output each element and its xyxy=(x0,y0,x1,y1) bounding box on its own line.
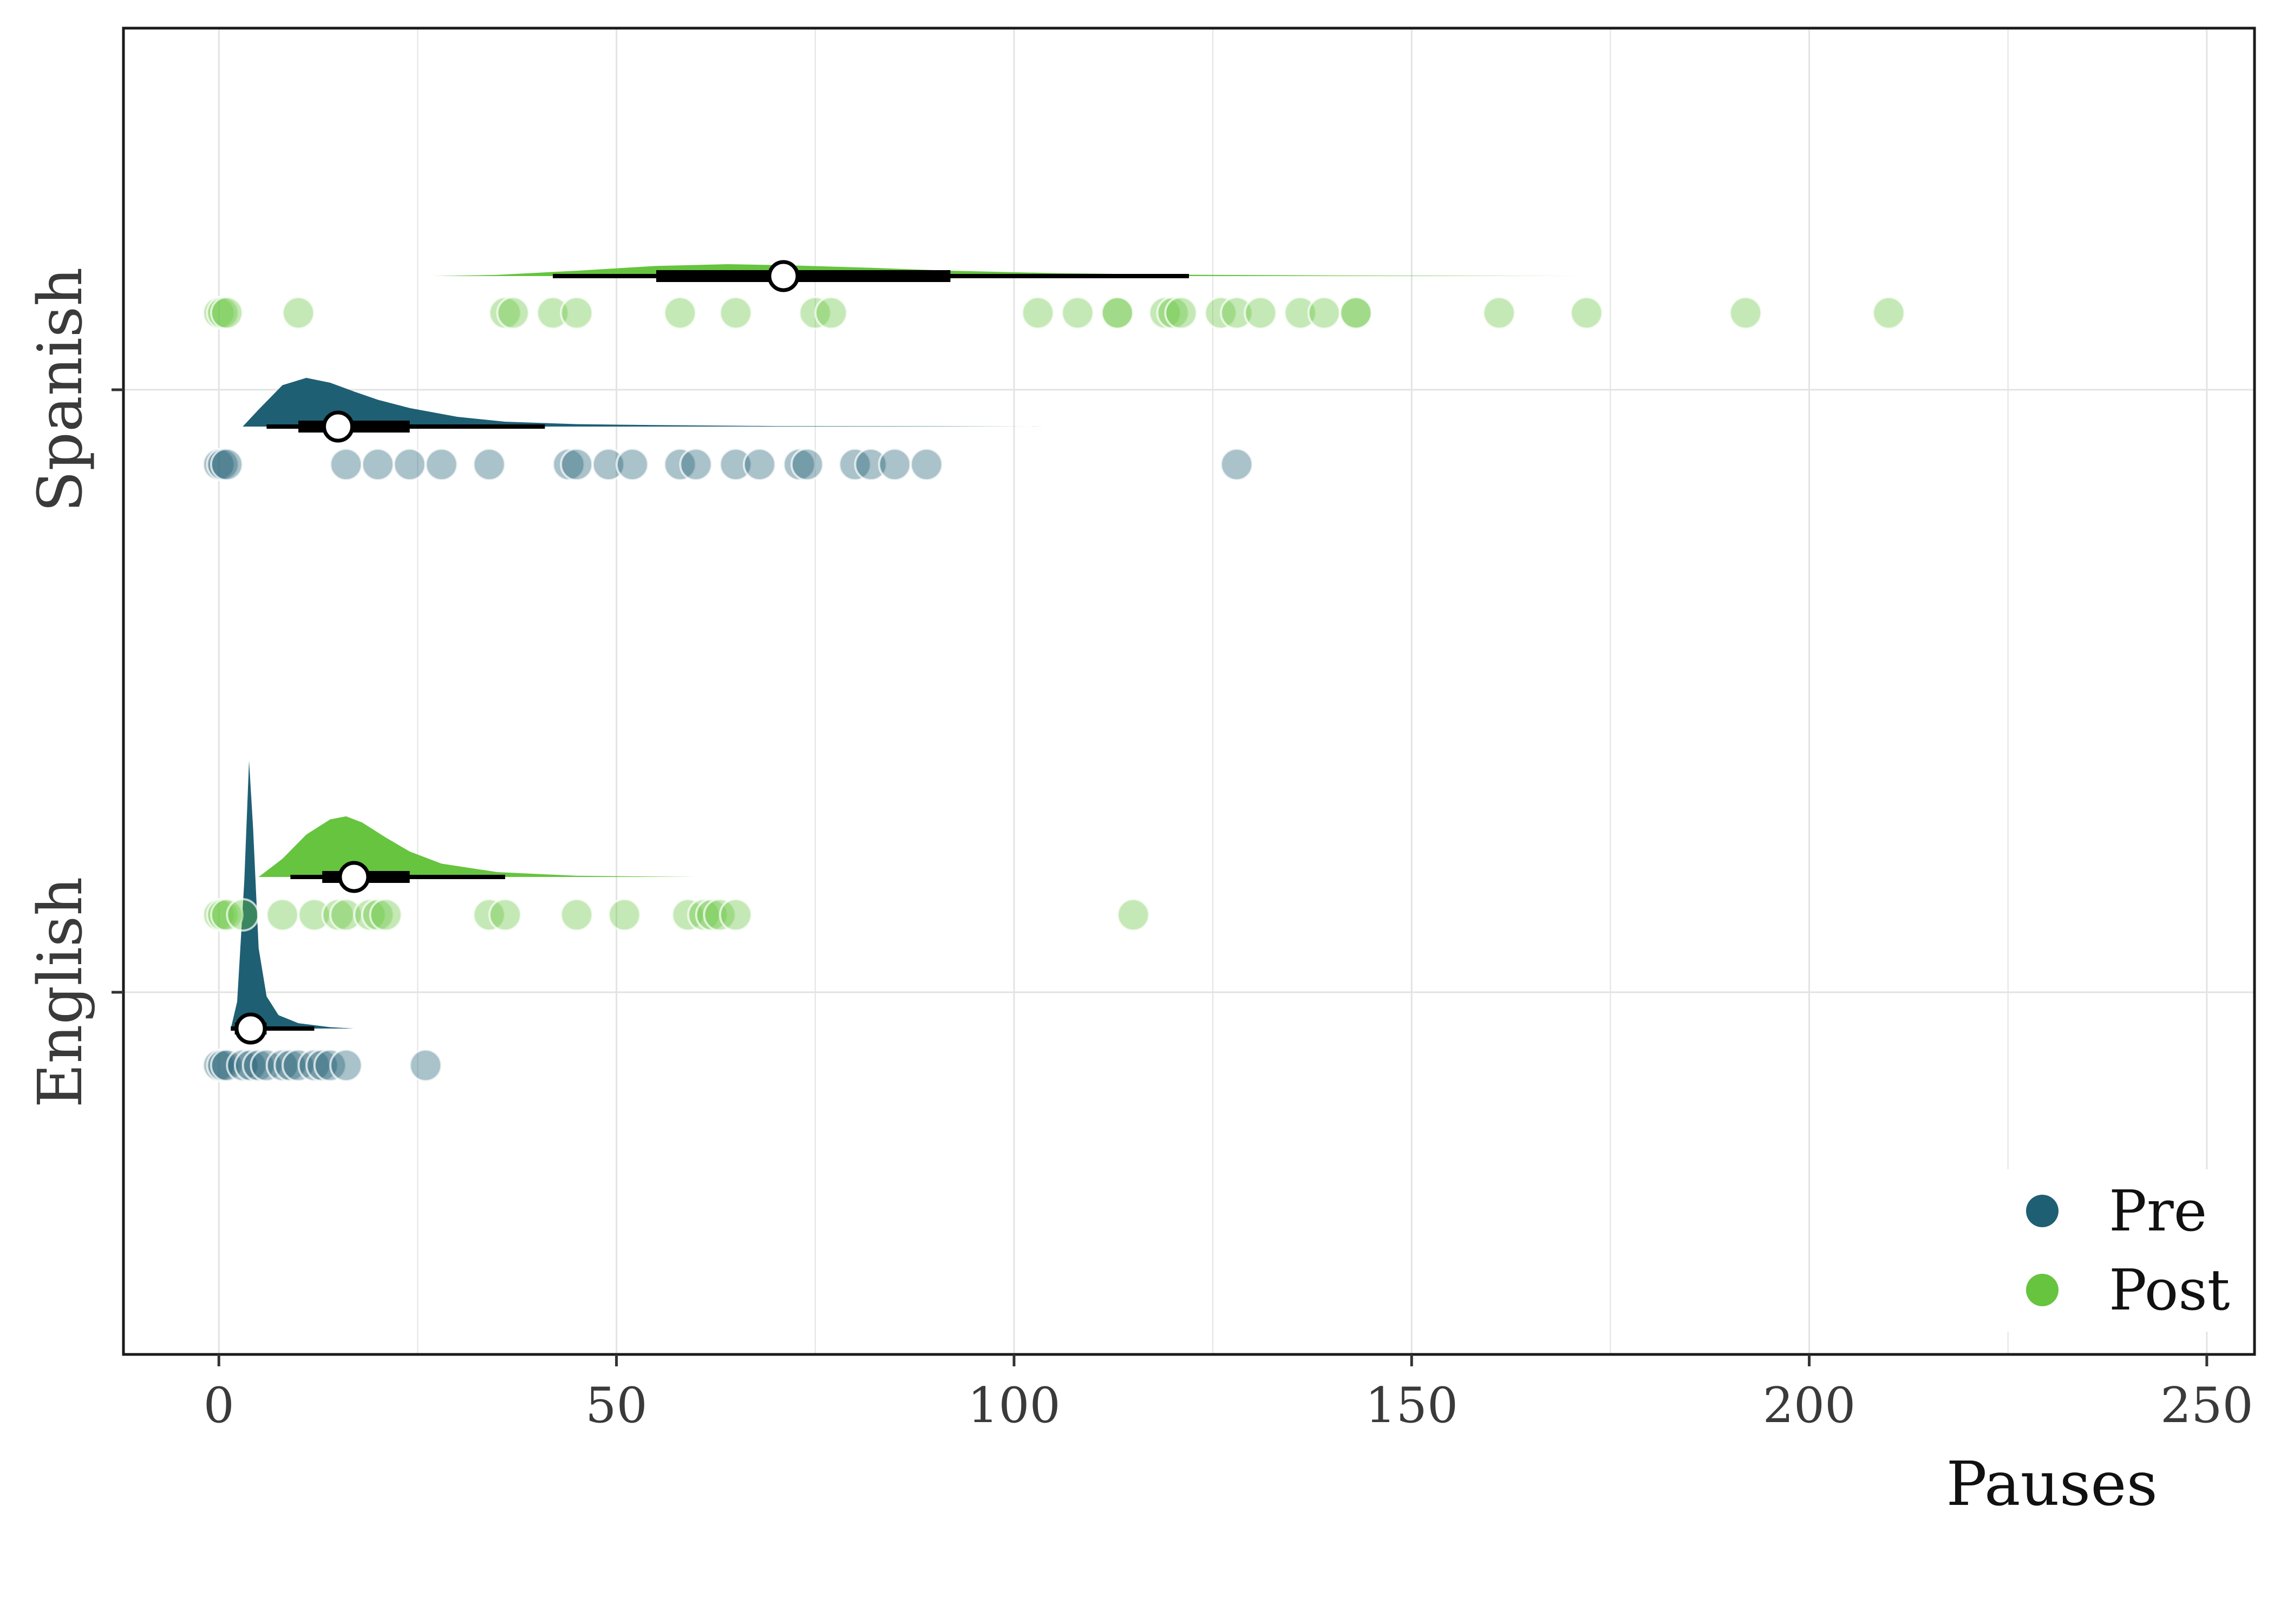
data-point xyxy=(369,898,403,932)
data-point xyxy=(878,448,912,481)
data-point xyxy=(282,296,316,330)
data-point xyxy=(552,448,586,481)
legend-label-post: Post xyxy=(2109,1257,2230,1323)
data-point xyxy=(329,1049,363,1082)
data-point xyxy=(226,898,260,932)
density-cloud-english-pre xyxy=(231,761,354,1029)
data-point xyxy=(1570,296,1604,330)
data-point xyxy=(591,448,625,481)
data-point xyxy=(496,296,530,330)
data-point xyxy=(1156,296,1190,330)
interval-bars xyxy=(231,260,1189,1045)
x-tick-label: 200 xyxy=(1763,1377,1856,1434)
legend: Pre Post xyxy=(1998,1169,2247,1332)
data-point xyxy=(210,448,244,481)
data-point xyxy=(1283,296,1317,330)
x-tick-label: 250 xyxy=(2160,1377,2253,1434)
data-point xyxy=(910,448,944,481)
density-cloud-english-post xyxy=(258,816,696,877)
data-point xyxy=(1244,296,1278,330)
data-point xyxy=(1116,898,1151,932)
data-point xyxy=(1339,296,1373,330)
data-point xyxy=(1100,296,1134,330)
x-tick-label: 0 xyxy=(204,1377,234,1434)
data-point xyxy=(361,898,395,932)
data-point xyxy=(1164,296,1198,330)
median-point xyxy=(322,410,355,443)
raw-data-points xyxy=(202,296,1906,1082)
data-point xyxy=(718,898,753,932)
axes: 0 50 100 150 200 250 Spanish English xyxy=(25,267,2253,1434)
data-point xyxy=(488,296,522,330)
data-point xyxy=(790,448,824,481)
data-point xyxy=(782,448,816,481)
data-point xyxy=(424,448,459,481)
data-point xyxy=(663,296,697,330)
data-point xyxy=(361,448,395,481)
median-point xyxy=(234,1012,267,1045)
data-point xyxy=(1307,296,1341,330)
data-point xyxy=(695,898,729,932)
x-axis-title: Pauses xyxy=(1946,1449,2158,1520)
data-point xyxy=(472,448,506,481)
data-point xyxy=(718,448,753,481)
data-point xyxy=(265,898,299,932)
x-tick-label: 100 xyxy=(968,1377,1061,1434)
density-cloud-spanish-pre xyxy=(243,378,1046,427)
data-point xyxy=(393,448,427,481)
data-point xyxy=(1872,296,1906,330)
data-point xyxy=(814,296,848,330)
data-point xyxy=(210,296,244,330)
data-point xyxy=(854,448,888,481)
y-category-label: English xyxy=(25,877,96,1108)
median-point xyxy=(338,861,370,893)
x-tick-label: 50 xyxy=(585,1377,648,1434)
legend-key-pre xyxy=(2026,1195,2059,1227)
data-point xyxy=(1220,296,1254,330)
x-tick-label: 150 xyxy=(1365,1377,1458,1434)
data-point xyxy=(679,448,713,481)
median-point xyxy=(767,260,800,292)
data-point xyxy=(742,448,776,481)
data-point xyxy=(488,898,522,932)
data-point xyxy=(615,448,649,481)
data-point xyxy=(607,898,642,932)
plot-panel-border xyxy=(122,27,2256,1356)
legend-label-pre: Pre xyxy=(2109,1178,2207,1244)
y-category-label: Spanish xyxy=(25,267,96,513)
grid-lines xyxy=(123,28,2255,1354)
data-point xyxy=(305,1049,339,1082)
data-point xyxy=(718,296,753,330)
data-point xyxy=(560,898,594,932)
legend-key-post xyxy=(2026,1274,2059,1306)
data-point xyxy=(1061,296,1095,330)
data-point xyxy=(536,296,570,330)
data-point xyxy=(329,448,363,481)
data-point xyxy=(560,296,594,330)
data-point xyxy=(1220,448,1254,481)
data-point xyxy=(1482,296,1516,330)
data-point xyxy=(1021,296,1055,330)
data-point xyxy=(560,448,594,481)
data-point xyxy=(409,1049,443,1082)
data-point xyxy=(1729,296,1763,330)
